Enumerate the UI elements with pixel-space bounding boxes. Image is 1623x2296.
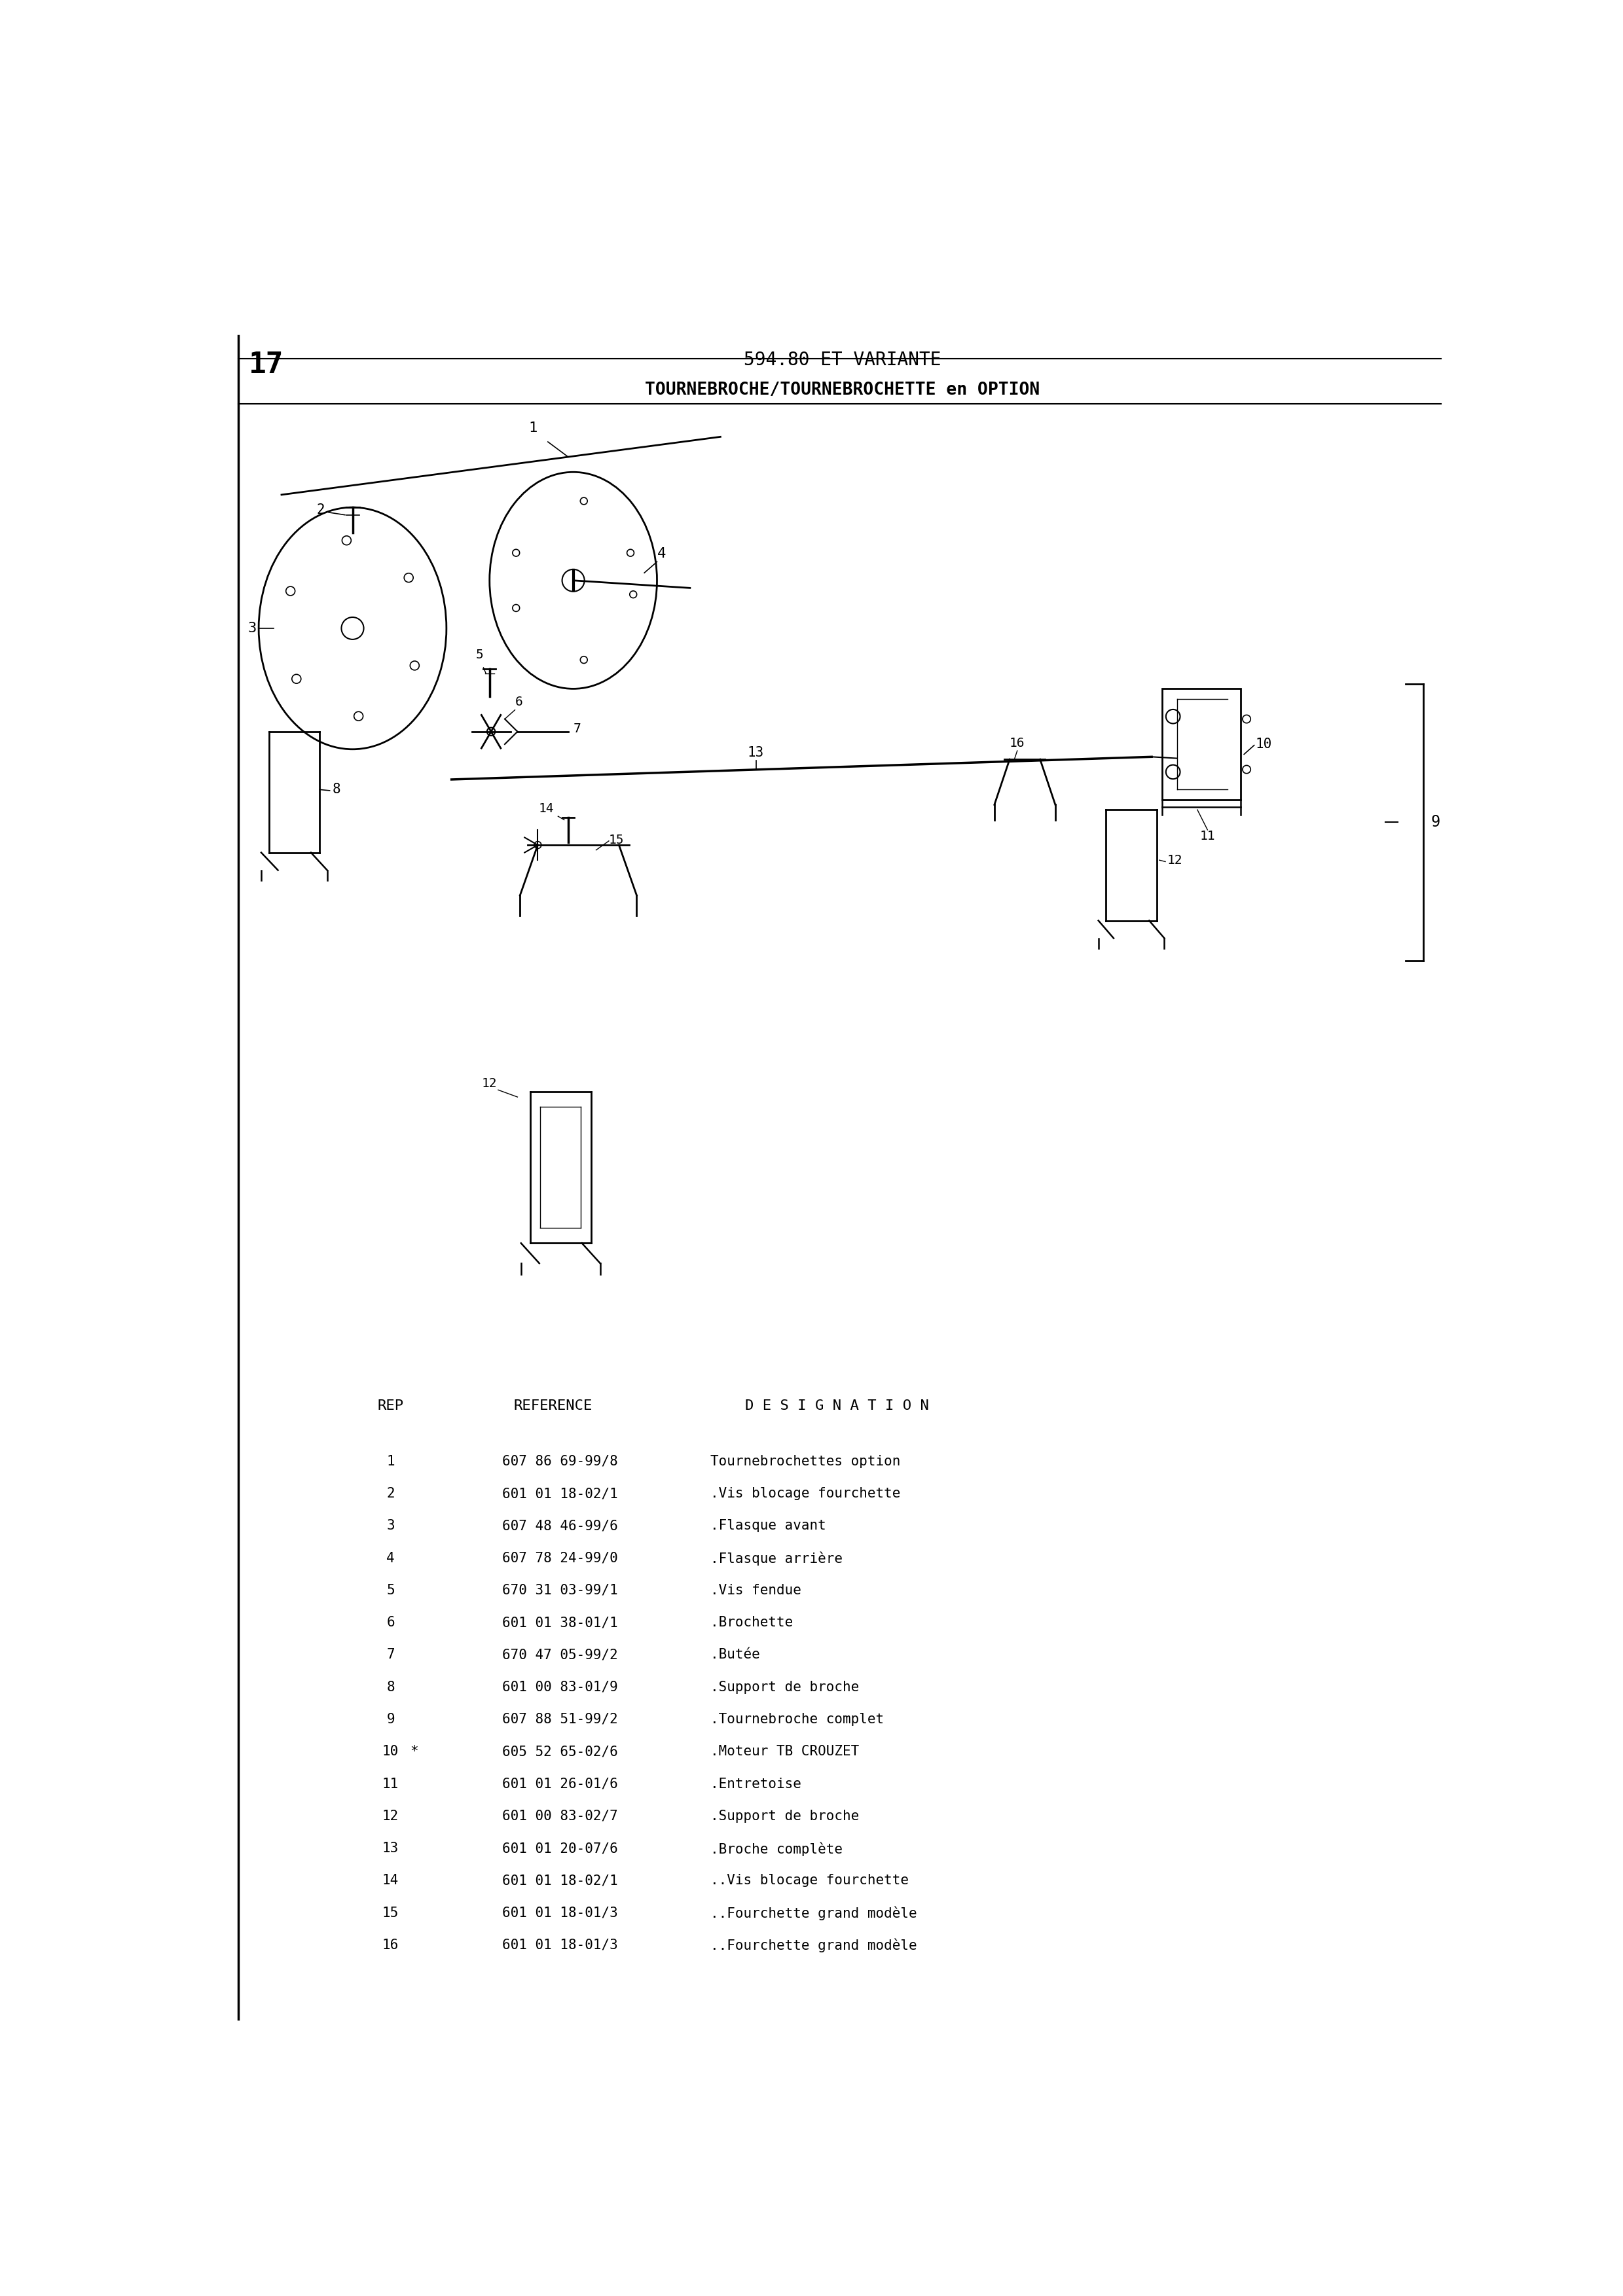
Text: 607 88 51-99/2: 607 88 51-99/2 xyxy=(502,1713,618,1727)
Text: 11: 11 xyxy=(383,1777,399,1791)
Text: 1: 1 xyxy=(529,420,537,434)
Text: .Tournebroche complet: .Tournebroche complet xyxy=(711,1713,885,1727)
Text: 6: 6 xyxy=(386,1616,394,1630)
Text: 601 01 26-01/6: 601 01 26-01/6 xyxy=(502,1777,618,1791)
Text: 11: 11 xyxy=(1199,829,1216,843)
Text: 7: 7 xyxy=(573,723,581,735)
Text: .Moteur TB CROUZET: .Moteur TB CROUZET xyxy=(711,1745,859,1759)
Text: 1: 1 xyxy=(386,1456,394,1467)
Text: 4: 4 xyxy=(657,546,665,560)
Text: 9: 9 xyxy=(1431,815,1440,831)
Text: 2: 2 xyxy=(316,503,325,517)
Text: 607 78 24-99/0: 607 78 24-99/0 xyxy=(502,1552,618,1564)
Text: .Brochette: .Brochette xyxy=(711,1616,794,1630)
Text: 601 00 83-01/9: 601 00 83-01/9 xyxy=(502,1681,618,1694)
Text: REP: REP xyxy=(378,1398,404,1412)
Text: 16: 16 xyxy=(383,1938,399,1952)
Text: 6: 6 xyxy=(514,696,523,707)
Text: 601 01 18-01/3: 601 01 18-01/3 xyxy=(502,1938,618,1952)
Text: .Vis fendue: .Vis fendue xyxy=(711,1584,802,1598)
Text: 601 00 83-02/7: 601 00 83-02/7 xyxy=(502,1809,618,1823)
Text: 10: 10 xyxy=(1256,737,1272,751)
Text: 601 01 20-07/6: 601 01 20-07/6 xyxy=(502,1841,618,1855)
Text: 8: 8 xyxy=(333,783,341,797)
Text: REFERENCE: REFERENCE xyxy=(513,1398,592,1412)
Text: *: * xyxy=(411,1745,419,1759)
Text: 605 52 65-02/6: 605 52 65-02/6 xyxy=(502,1745,618,1759)
Text: 12: 12 xyxy=(383,1809,399,1823)
Text: 16: 16 xyxy=(1010,737,1026,748)
Text: 5: 5 xyxy=(386,1584,394,1598)
Text: .Vis blocage fourchette: .Vis blocage fourchette xyxy=(711,1488,901,1499)
Text: 3: 3 xyxy=(248,622,256,634)
Text: 5: 5 xyxy=(476,650,484,661)
Text: .Flasque avant: .Flasque avant xyxy=(711,1520,826,1531)
Text: 14: 14 xyxy=(539,801,553,815)
Text: ..Fourchette grand modèle: ..Fourchette grand modèle xyxy=(711,1906,917,1919)
Text: .Support de broche: .Support de broche xyxy=(711,1681,859,1694)
Text: 3: 3 xyxy=(386,1520,394,1531)
Text: 12: 12 xyxy=(1167,854,1182,866)
Bar xyxy=(1162,689,1240,799)
Text: 670 47 05-99/2: 670 47 05-99/2 xyxy=(502,1649,618,1662)
Text: 17: 17 xyxy=(248,351,284,379)
Text: 607 86 69-99/8: 607 86 69-99/8 xyxy=(502,1456,618,1467)
Text: 670 31 03-99/1: 670 31 03-99/1 xyxy=(502,1584,618,1598)
Text: 12: 12 xyxy=(482,1077,497,1088)
Text: 13: 13 xyxy=(748,746,764,760)
Text: 2: 2 xyxy=(386,1488,394,1499)
Text: 601 01 38-01/1: 601 01 38-01/1 xyxy=(502,1616,618,1630)
Text: TOURNEBROCHE/TOURNEBROCHETTE en OPTION: TOURNEBROCHE/TOURNEBROCHETTE en OPTION xyxy=(644,381,1040,400)
Text: 15: 15 xyxy=(383,1906,399,1919)
Text: .Entretoise: .Entretoise xyxy=(711,1777,802,1791)
Text: 13: 13 xyxy=(383,1841,399,1855)
Text: 7: 7 xyxy=(386,1649,394,1662)
Text: 9: 9 xyxy=(386,1713,394,1727)
Text: ..Vis blocage fourchette: ..Vis blocage fourchette xyxy=(711,1874,909,1887)
Text: 594.80 ET VARIANTE: 594.80 ET VARIANTE xyxy=(743,351,941,370)
Text: .Butée: .Butée xyxy=(711,1649,760,1662)
Text: 601 01 18-01/3: 601 01 18-01/3 xyxy=(502,1906,618,1919)
Text: .Flasque arrière: .Flasque arrière xyxy=(711,1552,842,1566)
Text: 4: 4 xyxy=(386,1552,394,1564)
Text: 601 01 18-02/1: 601 01 18-02/1 xyxy=(502,1874,618,1887)
Text: .Support de broche: .Support de broche xyxy=(711,1809,859,1823)
Text: 601 01 18-02/1: 601 01 18-02/1 xyxy=(502,1488,618,1499)
Text: 607 48 46-99/6: 607 48 46-99/6 xyxy=(502,1520,618,1531)
Text: 8: 8 xyxy=(386,1681,394,1694)
Text: Tournebrochettes option: Tournebrochettes option xyxy=(711,1456,901,1467)
Text: .Broche complète: .Broche complète xyxy=(711,1841,842,1855)
Text: 15: 15 xyxy=(609,833,625,847)
Text: 14: 14 xyxy=(383,1874,399,1887)
Text: D E S I G N A T I O N: D E S I G N A T I O N xyxy=(745,1398,928,1412)
Text: ..Fourchette grand modèle: ..Fourchette grand modèle xyxy=(711,1938,917,1952)
Text: 10: 10 xyxy=(383,1745,399,1759)
